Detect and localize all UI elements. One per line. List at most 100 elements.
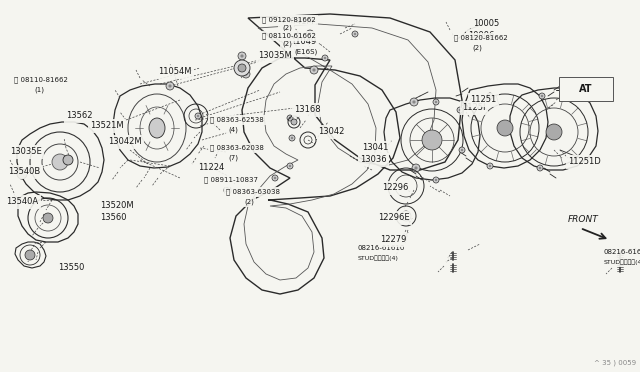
Circle shape	[166, 82, 174, 90]
Circle shape	[43, 213, 53, 223]
Circle shape	[244, 73, 248, 76]
Text: Ⓑ 09120-81662: Ⓑ 09120-81662	[262, 17, 316, 23]
Text: Ⓢ 08363-62038: Ⓢ 08363-62038	[210, 145, 264, 151]
Text: 11049: 11049	[290, 38, 316, 46]
Text: 11251D: 11251D	[568, 157, 601, 167]
Circle shape	[433, 99, 439, 105]
Circle shape	[435, 101, 437, 103]
Text: 12279: 12279	[380, 235, 406, 244]
Text: FRONT: FRONT	[568, 215, 599, 224]
Text: STUDスタッド(4): STUDスタッド(4)	[604, 259, 640, 265]
Text: 13562: 13562	[66, 112, 93, 121]
Circle shape	[238, 52, 246, 60]
Ellipse shape	[149, 118, 165, 138]
Text: 10005: 10005	[473, 19, 499, 29]
Circle shape	[415, 166, 418, 170]
Text: 13520M: 13520M	[100, 202, 134, 211]
Circle shape	[197, 115, 199, 117]
Text: 13540B: 13540B	[8, 167, 40, 176]
Circle shape	[537, 165, 543, 171]
Text: Ⓢ 08363-62538: Ⓢ 08363-62538	[210, 117, 264, 123]
Text: (2): (2)	[472, 45, 482, 51]
Text: (4): (4)	[228, 127, 238, 133]
Circle shape	[242, 70, 250, 78]
Text: 11251: 11251	[470, 96, 496, 105]
Circle shape	[312, 68, 316, 71]
Text: Ⓑ 08110-81662: Ⓑ 08110-81662	[14, 77, 68, 83]
Circle shape	[291, 119, 297, 125]
Circle shape	[487, 163, 493, 169]
Text: Ⓑ 08110-61662: Ⓑ 08110-61662	[262, 33, 316, 39]
Text: 13042: 13042	[318, 128, 344, 137]
Text: 13540A: 13540A	[6, 198, 38, 206]
Text: (1): (1)	[34, 87, 44, 93]
Circle shape	[310, 66, 318, 74]
Text: 13550: 13550	[58, 263, 84, 273]
Circle shape	[63, 155, 73, 165]
Circle shape	[287, 115, 293, 121]
Text: 11224: 11224	[198, 164, 224, 173]
Circle shape	[354, 33, 356, 35]
Circle shape	[435, 179, 437, 181]
Text: 13041M: 13041M	[280, 17, 314, 26]
Text: 13042M: 13042M	[108, 138, 141, 147]
Circle shape	[489, 95, 492, 97]
Circle shape	[195, 113, 201, 119]
Circle shape	[412, 100, 415, 103]
Ellipse shape	[422, 130, 442, 150]
Circle shape	[308, 32, 312, 36]
Circle shape	[234, 60, 250, 76]
Circle shape	[291, 137, 293, 139]
Circle shape	[287, 163, 293, 169]
Circle shape	[52, 154, 68, 170]
Text: (2): (2)	[244, 199, 254, 205]
Text: (3): (3)	[222, 187, 232, 193]
Circle shape	[489, 165, 492, 167]
Text: 12296: 12296	[382, 183, 408, 192]
Circle shape	[272, 175, 278, 181]
Text: 1125I: 1125I	[462, 103, 486, 112]
Text: 08216-61610: 08216-61610	[604, 249, 640, 255]
Text: Ⓢ 08363-63038: Ⓢ 08363-63038	[226, 189, 280, 195]
Circle shape	[324, 57, 326, 59]
Ellipse shape	[497, 120, 513, 136]
Circle shape	[412, 164, 420, 172]
Circle shape	[539, 93, 545, 99]
Text: 13041: 13041	[362, 144, 388, 153]
Circle shape	[410, 98, 418, 106]
Text: 13035M: 13035M	[258, 51, 292, 61]
Text: AT: AT	[579, 84, 593, 94]
Circle shape	[459, 109, 461, 111]
FancyBboxPatch shape	[559, 77, 613, 101]
Text: 13521M: 13521M	[90, 122, 124, 131]
Text: (E16S): (E16S)	[294, 49, 317, 55]
Text: (7): (7)	[228, 155, 238, 161]
Text: (2): (2)	[282, 41, 292, 47]
Circle shape	[289, 135, 295, 141]
Text: 11054M: 11054M	[158, 67, 191, 77]
Text: 12296E: 12296E	[378, 214, 410, 222]
Circle shape	[433, 177, 439, 183]
Text: 08216-61610: 08216-61610	[358, 245, 405, 251]
Circle shape	[306, 30, 314, 38]
Text: 13168: 13168	[294, 106, 321, 115]
Circle shape	[461, 149, 463, 151]
Text: STUDスタッド(4): STUDスタッド(4)	[358, 255, 399, 261]
Circle shape	[459, 147, 465, 153]
Circle shape	[274, 177, 276, 179]
Circle shape	[487, 93, 493, 99]
Text: 13560: 13560	[100, 214, 127, 222]
Text: 10006: 10006	[468, 32, 494, 41]
Text: 13035E: 13035E	[10, 148, 42, 157]
Circle shape	[289, 117, 291, 119]
Circle shape	[457, 107, 463, 113]
Circle shape	[241, 54, 244, 58]
Text: Ⓑ 08120-81662: Ⓑ 08120-81662	[454, 35, 508, 41]
Circle shape	[539, 167, 541, 169]
Circle shape	[289, 165, 291, 167]
Circle shape	[25, 250, 35, 260]
Text: Ⓝ 08911-10837: Ⓝ 08911-10837	[204, 177, 258, 183]
Circle shape	[352, 31, 358, 37]
Circle shape	[168, 84, 172, 87]
Circle shape	[238, 64, 246, 72]
